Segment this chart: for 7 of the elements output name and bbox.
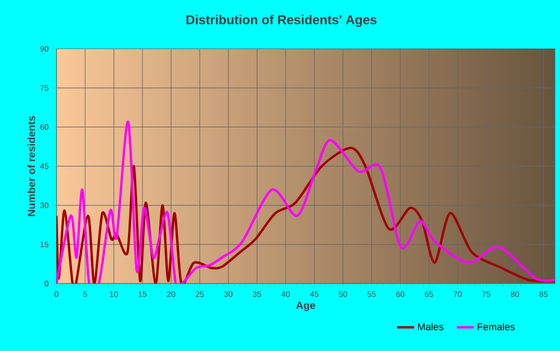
legend-label: Males [418,322,444,330]
line-series [56,146,556,284]
chart-title: Distribution of Residents' Ages [186,14,377,27]
y-axis-title: Number of residents [27,116,36,216]
line-series [56,120,556,284]
x-axis-title: Age [296,302,316,312]
legend-label: Females [478,322,515,330]
